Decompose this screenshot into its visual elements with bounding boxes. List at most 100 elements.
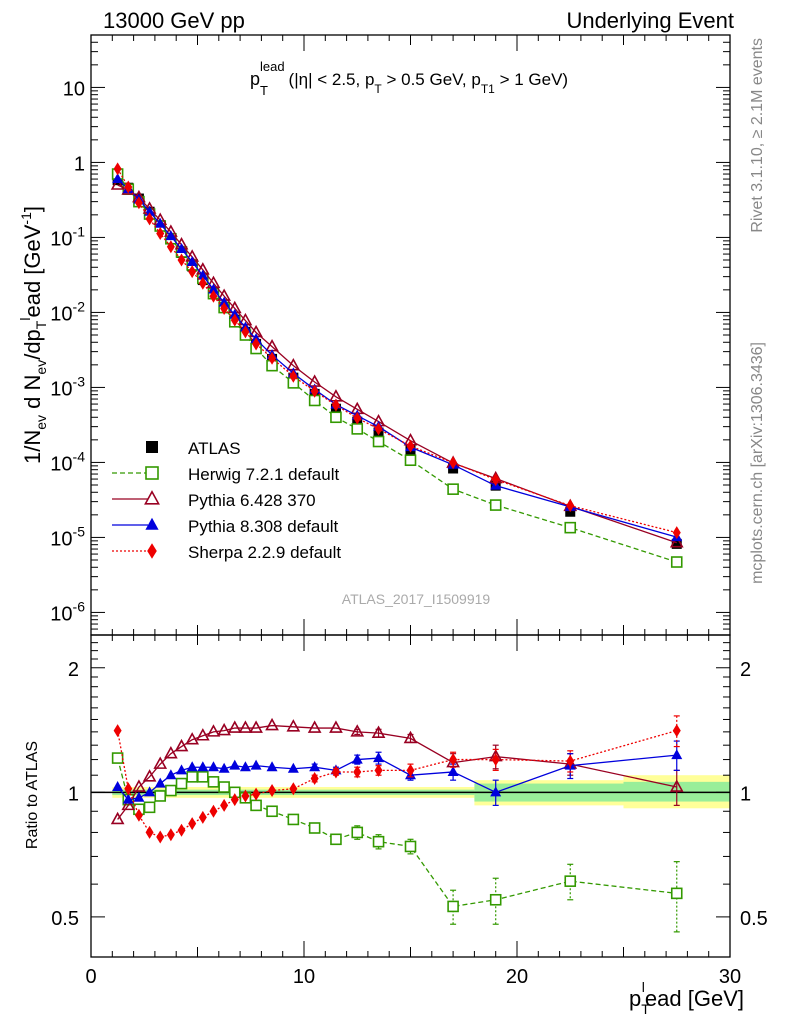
point-sherpa — [566, 499, 575, 513]
ratio-point-sherpa — [491, 753, 500, 767]
series-sherpa — [113, 162, 681, 540]
point-sherpa — [156, 226, 165, 240]
ratio-point-pythia6 — [121, 797, 136, 811]
y-tick-label: 10-3 — [50, 373, 85, 400]
ratio-series-sherpa — [113, 715, 681, 844]
ratio-point-sherpa — [145, 825, 154, 839]
ratio-point-pythia8 — [176, 764, 188, 775]
ratio-point-pythia6 — [153, 756, 168, 769]
ratio-point-herwig — [207, 776, 220, 788]
ratio-point-pythia8 — [218, 762, 230, 773]
point-herwig — [330, 411, 342, 424]
point-sherpa — [188, 265, 197, 279]
ratio-point-pythia8 — [490, 786, 502, 797]
ratio-point-sherpa — [449, 753, 458, 767]
ratio-point-herwig — [250, 799, 262, 812]
ratio-point-sherpa — [220, 798, 229, 812]
point-pythia8 — [218, 296, 230, 307]
analysis-watermark: ATLAS_2017_I1509919 — [342, 591, 491, 607]
ratio-point-pythia6 — [174, 738, 189, 752]
ratio-point-herwig — [564, 875, 577, 887]
legend-label-sherpa: Sherpa 2.2.9 default — [188, 543, 341, 562]
ratio-point-pythia6 — [110, 811, 125, 825]
ratio-y-tick-label-left: 2 — [68, 659, 79, 681]
legend-marker-herwig — [145, 466, 159, 480]
ratio-point-sherpa — [406, 763, 415, 777]
ratio-point-pythia6 — [238, 720, 253, 733]
ratio-point-pythia6 — [403, 730, 418, 744]
ratio-point-pythia8 — [112, 781, 124, 792]
point-pythia6 — [669, 535, 684, 548]
ratio-point-pythia6 — [142, 769, 157, 782]
point-atlas — [671, 538, 682, 549]
point-sherpa — [241, 325, 250, 339]
point-sherpa — [252, 337, 261, 351]
ratio-point-pythia6 — [669, 779, 684, 792]
ratio-point-pythia8 — [144, 786, 156, 797]
ratio-y-tick-label-right: 0.5 — [740, 908, 768, 930]
point-sherpa — [406, 439, 415, 453]
legend-label-pythia8: Pythia 8.308 default — [188, 517, 339, 536]
point-herwig — [489, 499, 502, 511]
mcplots-label: mcplots.cern.ch [arXiv:1306.3436] — [749, 342, 766, 584]
ratio-point-pythia6 — [329, 720, 343, 733]
ratio-point-pythia8 — [154, 777, 166, 788]
ratio-point-pythia6 — [132, 779, 146, 792]
ratio-point-pythia8 — [186, 761, 198, 772]
point-pythia8 — [176, 243, 188, 254]
ratio-point-pythia8 — [266, 761, 278, 772]
ratio-point-herwig — [186, 771, 198, 783]
ratio-point-pythia8 — [373, 752, 385, 763]
ratio-point-herwig — [287, 813, 300, 826]
point-sherpa — [198, 276, 207, 290]
point-herwig — [447, 483, 459, 495]
x-tick-label: 30 — [719, 966, 741, 988]
ratio-series-layer — [110, 715, 684, 933]
point-sherpa — [310, 384, 319, 398]
point-pythia8 — [112, 173, 124, 184]
ratio-point-sherpa — [113, 724, 122, 738]
main-y-axis-label: 1/Nev d Nev/dpTlead [GeV-1] — [17, 206, 49, 464]
ratio-point-pythia6 — [195, 728, 210, 741]
ratio-point-sherpa — [566, 754, 575, 768]
ratio-point-sherpa — [252, 787, 261, 801]
legend-label-pythia6: Pythia 6.428 370 — [188, 491, 316, 510]
ratio-point-pythia8 — [287, 762, 299, 773]
point-sherpa — [220, 301, 229, 315]
point-herwig — [404, 454, 417, 467]
point-pythia6 — [110, 177, 125, 190]
point-pythia8 — [197, 269, 209, 280]
ratio-point-herwig — [143, 801, 156, 814]
ratio-point-herwig — [308, 822, 321, 834]
ratio-point-pythia8 — [133, 791, 145, 802]
ratio-point-pythia8 — [239, 761, 251, 772]
ratio-point-herwig — [266, 805, 278, 818]
point-sherpa — [374, 422, 383, 436]
ratio-point-sherpa — [672, 724, 681, 738]
point-sherpa — [177, 253, 186, 267]
point-sherpa — [230, 313, 239, 327]
ratio-point-pythia6 — [286, 719, 301, 732]
ratio-point-herwig — [165, 784, 177, 797]
ratio-point-herwig — [197, 771, 209, 783]
point-sherpa — [113, 162, 122, 176]
series-line-pythia6 — [117, 184, 677, 544]
ratio-point-pythia8 — [122, 793, 134, 804]
series-pythia8 — [112, 173, 683, 542]
ratio-point-sherpa — [177, 823, 186, 837]
ratio-point-sherpa — [268, 784, 277, 798]
ratio-point-pythia8 — [309, 761, 321, 772]
point-pythia8 — [186, 256, 198, 267]
energy-label: 13000 GeV pp — [103, 8, 245, 33]
x-tick-label: 10 — [293, 966, 315, 988]
ratio-point-herwig — [175, 777, 188, 790]
point-sherpa — [353, 411, 362, 425]
ratio-point-herwig — [218, 781, 230, 793]
ratio-y-tick-label-left: 0.5 — [51, 908, 79, 930]
legend: ATLAS Herwig 7.2.1 default Pythia 6.428 37… — [112, 439, 341, 562]
x-axis-label: pTlead [GeV] — [629, 979, 744, 1017]
point-sherpa — [134, 196, 143, 210]
y-tick-label: 10-2 — [50, 298, 85, 325]
point-sherpa — [145, 212, 154, 226]
ratio-point-pythia6 — [371, 725, 386, 738]
